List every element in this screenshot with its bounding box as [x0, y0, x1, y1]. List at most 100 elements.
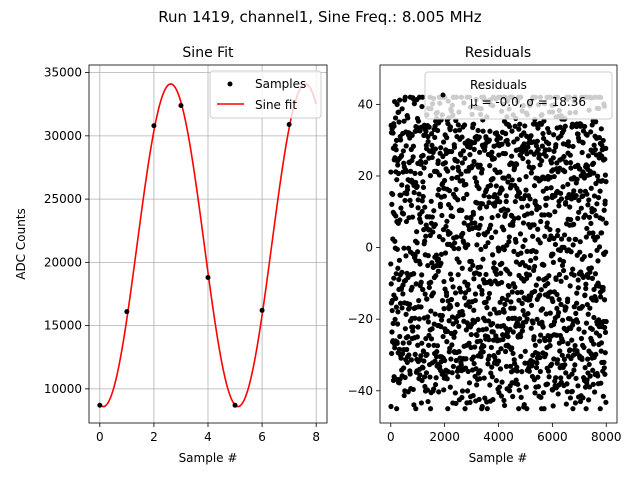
residual-point: [447, 230, 453, 236]
residual-point: [450, 363, 457, 370]
residual-point: [455, 174, 461, 181]
residual-point: [578, 205, 584, 211]
residual-point: [393, 271, 399, 277]
residual-point: [451, 245, 457, 252]
residual-point: [449, 370, 455, 376]
residual-point: [470, 354, 477, 360]
residual-point: [481, 375, 487, 381]
residual-point: [561, 356, 568, 363]
residual-point: [588, 220, 594, 227]
residual-point: [589, 122, 595, 128]
residual-point: [402, 326, 408, 332]
residual-point: [536, 152, 543, 158]
residuals-ytick-label-1: −20: [348, 312, 373, 326]
residual-point: [427, 406, 434, 412]
residual-point: [408, 202, 415, 209]
residual-point: [499, 141, 505, 147]
residual-point: [415, 249, 421, 255]
residual-point: [547, 310, 553, 316]
residual-point: [449, 342, 455, 348]
residual-point: [444, 339, 450, 345]
residual-point: [461, 122, 468, 128]
residual-point: [418, 219, 424, 225]
residual-point: [528, 170, 534, 176]
residual-point: [415, 197, 421, 203]
residual-point: [496, 310, 502, 316]
residual-point: [397, 333, 403, 340]
residual-point: [551, 235, 557, 242]
residual-point: [542, 147, 549, 153]
residual-point: [533, 249, 539, 255]
residual-point: [404, 187, 411, 193]
residual-point: [395, 321, 401, 327]
residual-point: [593, 351, 599, 357]
residual-point: [558, 190, 564, 196]
residual-point: [433, 354, 440, 360]
residual-point: [432, 123, 438, 129]
residual-point: [418, 400, 425, 406]
residual-point: [455, 122, 461, 128]
residual-point: [586, 384, 593, 390]
residual-point: [426, 342, 432, 348]
residual-point: [394, 340, 400, 346]
residual-point: [394, 246, 400, 252]
residual-point: [465, 368, 471, 375]
residual-point: [414, 334, 420, 340]
residual-point: [603, 249, 609, 255]
residual-point: [595, 173, 601, 179]
residual-point: [493, 183, 499, 189]
residual-point: [584, 377, 590, 383]
residual-point: [577, 239, 583, 245]
residual-point: [477, 222, 483, 228]
residual-point: [408, 168, 414, 174]
residual-point: [413, 281, 419, 287]
residual-point: [540, 324, 546, 330]
residual-point: [519, 204, 525, 210]
residual-point: [452, 329, 458, 335]
residual-point: [502, 211, 508, 217]
residual-point: [418, 304, 424, 310]
residual-point: [532, 342, 538, 348]
residual-point: [395, 170, 402, 177]
residual-point: [598, 380, 604, 386]
residual-point: [587, 305, 593, 311]
residual-point: [501, 397, 507, 404]
residual-point: [546, 273, 552, 279]
residual-point: [598, 294, 604, 300]
residual-point: [568, 217, 574, 223]
sine-fit-plot-area: [97, 83, 317, 408]
residual-point: [464, 388, 471, 394]
residual-point: [566, 236, 572, 242]
residual-point: [563, 199, 569, 206]
residual-point: [486, 137, 492, 143]
residual-point: [590, 367, 596, 373]
residual-point: [576, 209, 582, 215]
residual-point: [400, 148, 406, 154]
residual-point: [456, 127, 463, 133]
residual-point: [410, 143, 417, 149]
residual-point: [571, 221, 577, 227]
residual-point: [443, 223, 449, 230]
residual-point: [583, 320, 590, 326]
residual-point: [505, 207, 511, 213]
residual-point: [561, 153, 567, 160]
residual-point: [502, 301, 508, 307]
residual-point: [522, 348, 528, 354]
residual-point: [566, 143, 572, 149]
residual-point: [582, 123, 588, 130]
sine-fit-curve: [99, 83, 317, 408]
residual-point: [567, 152, 573, 158]
residual-point: [466, 287, 472, 293]
residual-point: [489, 214, 495, 221]
residual-point: [472, 220, 478, 226]
residual-point: [486, 290, 493, 297]
residual-point: [588, 129, 594, 135]
residual-point: [412, 315, 418, 321]
residual-point: [598, 126, 604, 132]
residual-point: [392, 115, 399, 121]
residual-point: [509, 128, 515, 134]
residual-point: [433, 252, 439, 258]
residual-point: [599, 216, 606, 222]
residual-point: [547, 226, 553, 233]
sine-fit-xtick-label-3: 6: [258, 430, 266, 444]
